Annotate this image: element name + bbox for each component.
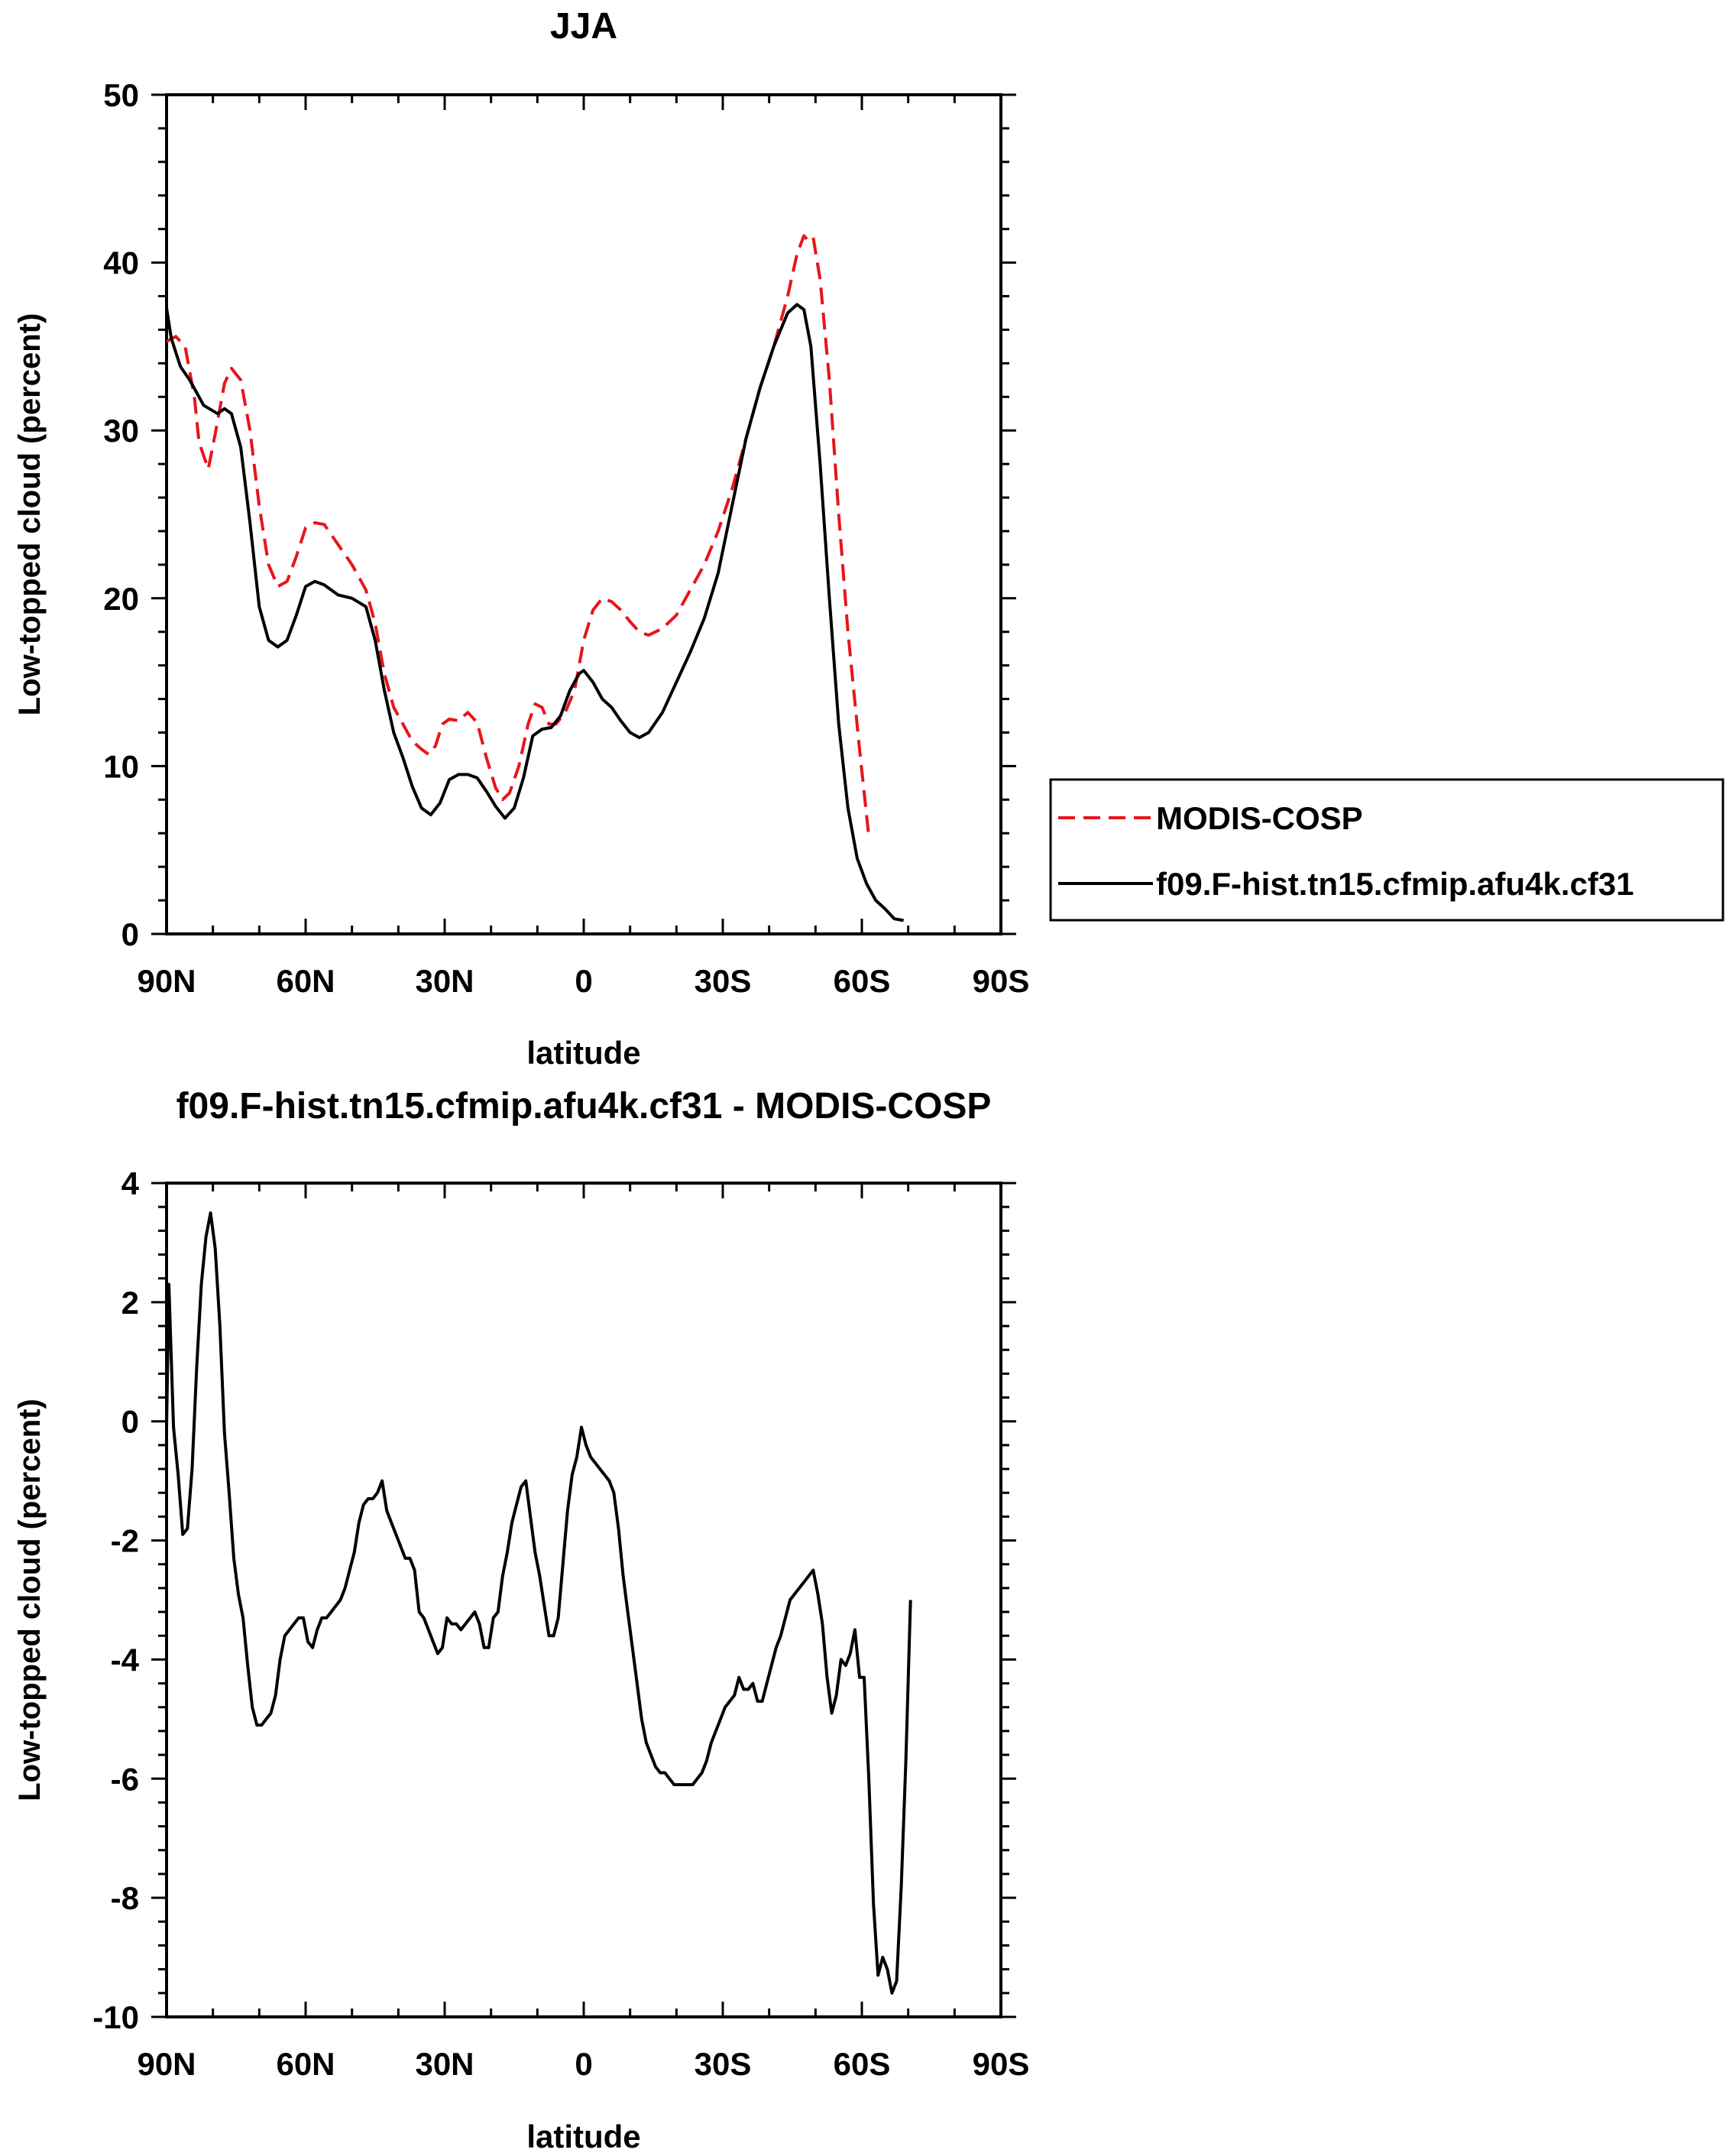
legend-label-0: MODIS-COSP <box>1156 800 1363 836</box>
chart-title: JJA <box>550 6 617 47</box>
x-axis-label: latitude <box>526 1035 640 1071</box>
y-tick-label: 30 <box>103 413 139 449</box>
x-tick-label: 90N <box>137 963 196 999</box>
x-tick-label: 0 <box>575 2046 592 2082</box>
series-line-0 <box>167 1211 912 1995</box>
chart-title: f09.F-hist.tn15.cfmip.afu4k.cf31 - MODIS… <box>176 1086 992 1127</box>
x-tick-label: 30S <box>695 2046 752 2082</box>
x-tick-label: 30S <box>695 963 752 999</box>
series-line-0 <box>167 234 871 837</box>
x-tick-label: 0 <box>575 963 592 999</box>
y-tick-label: 0 <box>121 1404 139 1440</box>
x-tick-label: 60N <box>276 963 335 999</box>
x-tick-label: 90S <box>973 2046 1030 2082</box>
plot-frame <box>165 93 1002 935</box>
x-tick-label: 90S <box>973 963 1030 999</box>
y-tick-label: -10 <box>92 1999 139 2035</box>
y-tick-label: 2 <box>121 1285 139 1321</box>
y-tick-label: 10 <box>103 748 139 784</box>
bottom-panel-difference: f09.F-hist.tn15.cfmip.afu4k.cf31 - MODIS… <box>13 1086 1029 2154</box>
y-tick-label: -4 <box>111 1642 140 1678</box>
y-axis-label: Low-topped cloud (percent) <box>13 1399 47 1801</box>
legend-box <box>1049 778 1724 922</box>
y-tick-label: -8 <box>111 1880 139 1916</box>
x-tick-label: 60S <box>834 963 891 999</box>
y-axis-label: Low-topped cloud (percent) <box>13 313 47 716</box>
x-axis-label: latitude <box>526 2119 640 2154</box>
y-tick-label: 4 <box>121 1166 140 1201</box>
series-line-1 <box>167 303 904 922</box>
y-tick-label: -6 <box>111 1761 139 1797</box>
x-tick-label: 60N <box>276 2046 335 2082</box>
legend-label-1: f09.F-hist.tn15.cfmip.afu4k.cf31 <box>1156 866 1634 902</box>
x-tick-label: 30N <box>415 963 474 999</box>
x-tick-label: 90N <box>137 2046 196 2082</box>
x-tick-label: 30N <box>415 2046 474 2082</box>
y-tick-label: 40 <box>103 245 139 281</box>
y-tick-label: 50 <box>103 77 139 113</box>
plot-frame <box>165 1182 1002 2018</box>
y-tick-label: 0 <box>121 916 139 952</box>
y-tick-label: 20 <box>103 581 139 617</box>
x-tick-label: 60S <box>834 2046 891 2082</box>
top-panel-jja: JJA 90N 60N 30N 0 30S 60S 90S 0 10 20 30 40 50 latitud… <box>13 6 1724 1071</box>
y-tick-label: -2 <box>111 1523 139 1559</box>
